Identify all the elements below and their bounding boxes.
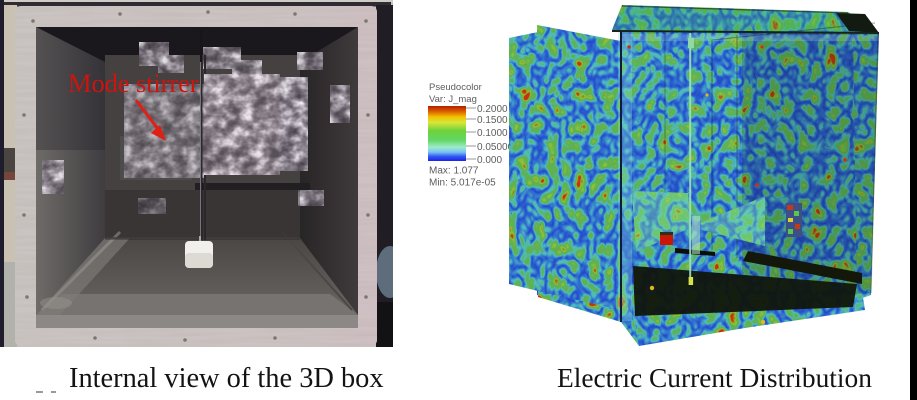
svg-text:0.2000: 0.2000 [477,104,508,115]
svg-text:0.05000: 0.05000 [477,142,514,153]
svg-text:0.000: 0.000 [477,155,502,166]
svg-text:0.1000: 0.1000 [477,128,508,139]
svg-text:Mode stirrer: Mode stirrer [68,68,199,98]
svg-text:Min: 5.017e-05: Min: 5.017e-05 [429,178,496,189]
svg-text:Pseudocolor: Pseudocolor [429,82,482,93]
svg-text:0.1500: 0.1500 [477,115,508,126]
svg-text:Max: 1.077: Max: 1.077 [429,166,479,177]
svg-text:Var: J_mag: Var: J_mag [429,94,477,105]
